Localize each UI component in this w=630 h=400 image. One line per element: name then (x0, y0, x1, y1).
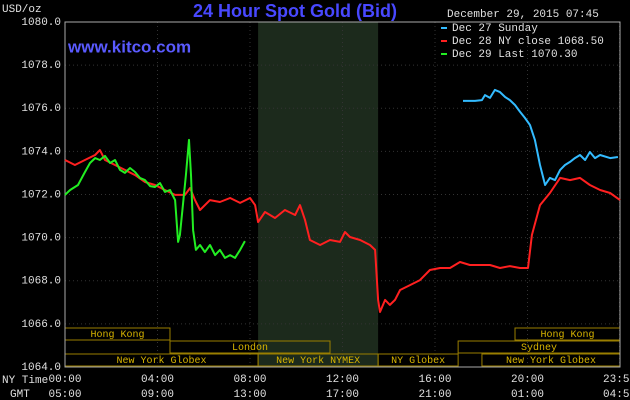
session-label: New York Globex (506, 355, 596, 367)
y-tick-label: 1072.0 (21, 189, 61, 201)
x-tick-label: 20:00 (511, 374, 544, 386)
y-tick-label: 1066.0 (21, 319, 61, 331)
session-box (169, 340, 331, 354)
shaded-region (258, 22, 379, 367)
y-tick-label: 1076.0 (21, 103, 61, 115)
session-label: NY Globex (391, 355, 445, 367)
x2-tick-label: 09:00 (141, 389, 174, 400)
x2-axis-label: GMT (10, 389, 30, 400)
x2-tick-label: 21:00 (418, 389, 451, 400)
y-tick-label: 1068.0 (21, 276, 61, 288)
legend-label: Dec 29 Last 1070.30 (452, 49, 577, 61)
y-tick-label: 1070.0 (21, 233, 61, 245)
session-label: London (232, 342, 268, 354)
session-label: Hong Kong (90, 330, 144, 341)
session-label: New York NYMEX (276, 355, 360, 367)
x-axis-label: NY Time (2, 375, 48, 387)
y-tick-label: 1080.0 (21, 17, 61, 29)
chart-title: 24 Hour Spot Gold (Bid) (193, 1, 397, 21)
series-line (64, 138, 246, 259)
x-tick-label: 08:00 (233, 374, 266, 386)
x2-tick-label: 05:00 (48, 389, 81, 400)
x-tick-label: 12:00 (326, 374, 359, 386)
x-tick-label: 04:00 (141, 374, 174, 386)
y-tick-label: 1064.0 (21, 362, 61, 374)
x2-tick-label: 17:00 (326, 389, 359, 400)
legend-label: Dec 28 NY close 1068.50 (452, 36, 604, 48)
y-tick-label: 1074.0 (21, 146, 61, 158)
x2-tick-label: 01:00 (511, 389, 544, 400)
session-label: New York Globex (117, 355, 207, 367)
watermark: www.kitco.com (67, 37, 191, 56)
session-box (377, 353, 459, 367)
x-tick-label: 16:00 (418, 374, 451, 386)
x2-tick-label: 13:00 (233, 389, 266, 400)
x-tick-label: 00:00 (48, 374, 81, 386)
series-line (463, 88, 619, 186)
legend-label: Dec 27 Sunday (452, 23, 538, 35)
session-label: Sydney (521, 342, 557, 354)
session-label: Hong Kong (540, 330, 594, 341)
chart-date: December 29, 2015 07:45 (447, 9, 599, 21)
y-axis-label: USD/oz (2, 4, 42, 16)
x2-tick-label: 04:59 (603, 389, 630, 400)
y-tick-label: 1078.0 (21, 60, 61, 72)
x-tick-label: 23:59 (603, 374, 630, 386)
